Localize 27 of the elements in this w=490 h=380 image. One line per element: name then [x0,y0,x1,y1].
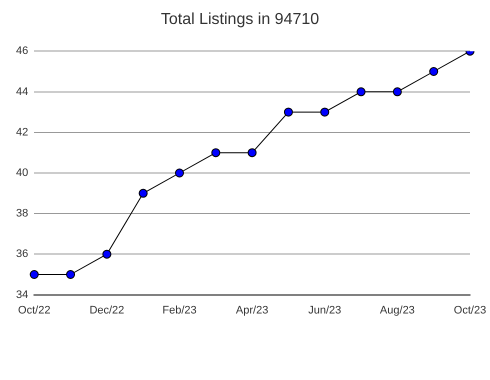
point [102,250,112,259]
x-tick-label: Oct/23 [454,304,486,316]
x-tick-label: Jun/23 [308,304,342,316]
point [284,108,293,117]
point [30,270,39,279]
y-tick-label: 40 [16,167,28,180]
point [138,188,148,198]
x-tick-label: Dec/22 [89,304,124,316]
y-tick-label: 42 [16,126,28,138]
point [320,108,330,117]
x-tick-label: Feb/23 [162,304,197,316]
point [66,270,76,279]
x-tick-label: Aug/23 [380,304,415,316]
chart-title: Total Listings in 94710 [160,11,320,28]
y-tick-label: 38 [16,208,28,220]
x-tick-label: Apr/23 [236,304,268,316]
y-tick-label: 46 [16,45,28,58]
x-tick-label: Oct/22 [18,304,50,316]
y-tick-label: 36 [16,248,28,260]
point [356,87,366,96]
point [392,87,402,96]
y-tick-label: 34 [16,288,28,301]
point [429,67,438,76]
point [248,148,257,158]
point [211,148,220,158]
point [174,168,184,178]
y-tick-label: 44 [16,86,28,98]
